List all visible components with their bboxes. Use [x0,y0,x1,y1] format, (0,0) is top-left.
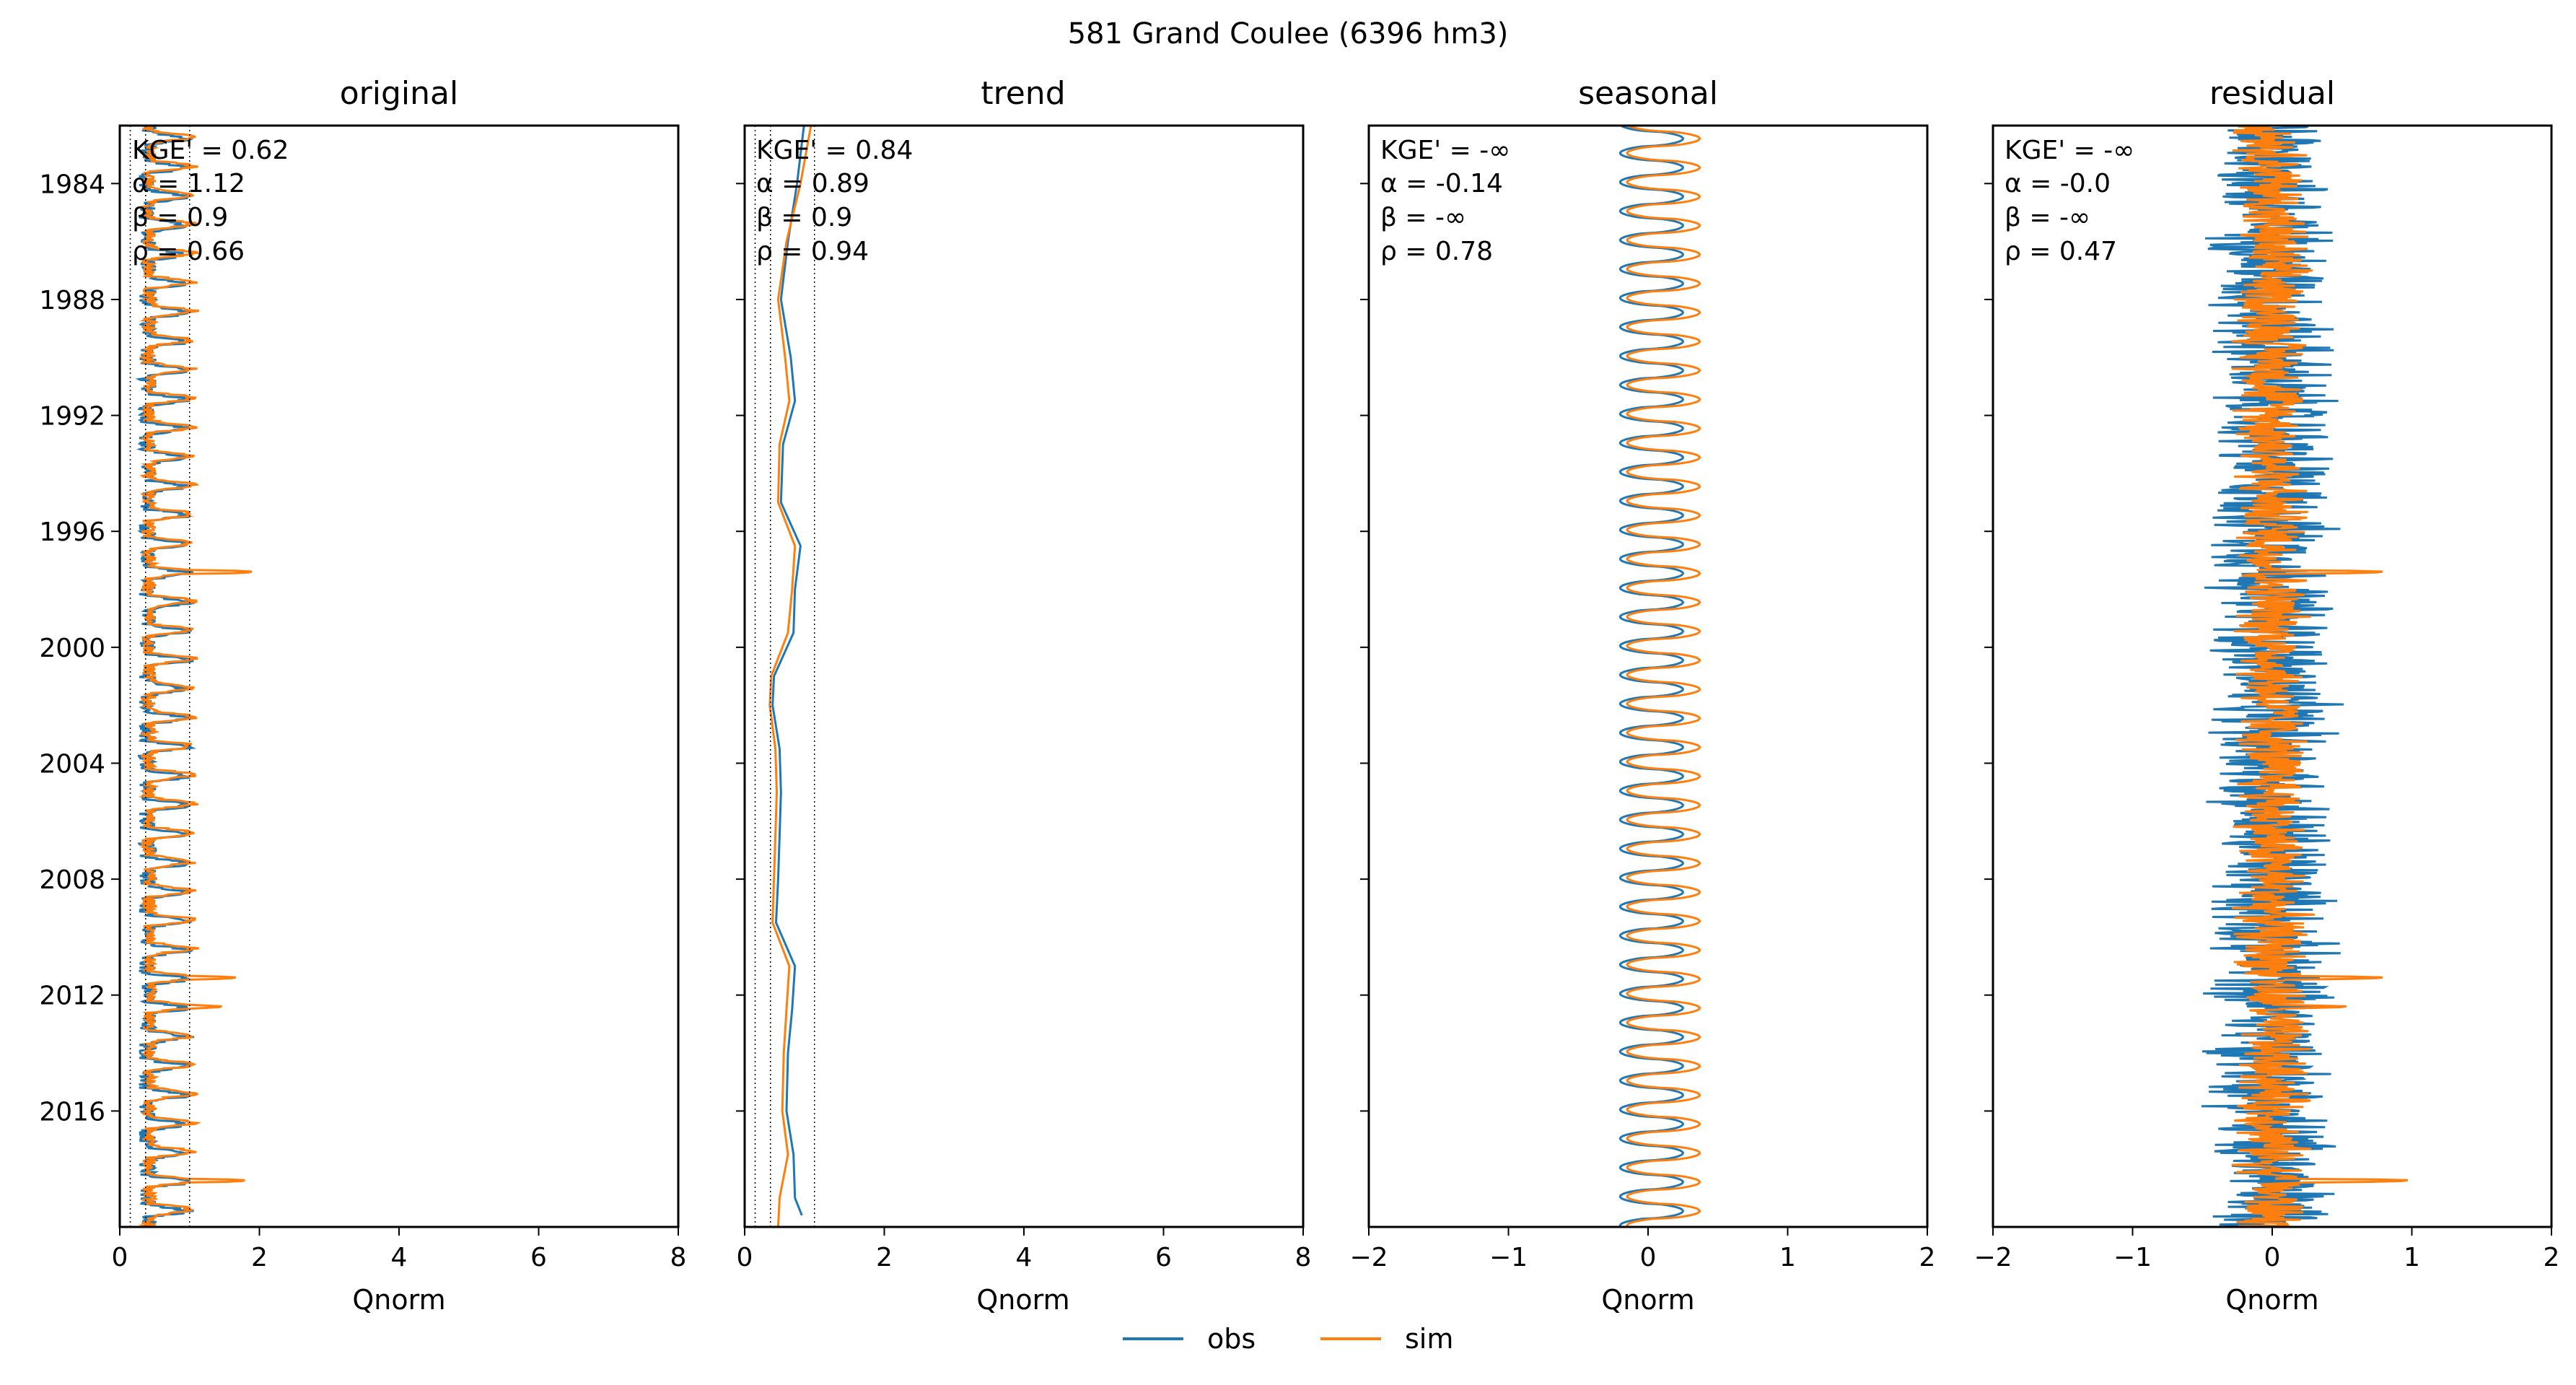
y-tick-label: 2004 [39,749,105,779]
x-tick-label: 8 [1295,1243,1312,1272]
metric-alpha: α = 0.89 [756,169,869,198]
subplot-original: original KGE' = 0.62 α = 1.12 β = 0.9 ρ … [39,75,686,1316]
plot-lines [1618,126,1701,1227]
metrics-box: KGE' = 0.62 α = 1.12 β = 0.9 ρ = 0.66 [132,136,289,266]
x-axis-label: Qnorm [2225,1284,2318,1316]
metric-beta: β = -∞ [2005,203,2090,232]
x-tick-label: 4 [1016,1243,1033,1272]
x-tick-label: 0 [2264,1243,2281,1272]
subplot-title: seasonal [1578,75,1718,112]
x-tick-label: 2 [876,1243,893,1272]
metric-rho: ρ = 0.66 [132,237,245,266]
x-axis-label: Qnorm [1601,1284,1694,1316]
x-axis-ticks: 0 2 4 6 8 [737,1227,1312,1272]
x-tick-label: 8 [670,1243,687,1272]
x-tick-label: 0 [737,1243,753,1272]
legend-sim-label: sim [1405,1323,1453,1355]
y-tick-label: 2000 [39,634,105,663]
y-tick-label: 1992 [39,402,105,432]
metric-alpha: α = 1.12 [132,169,245,198]
suptitle: 581 Grand Coulee (6396 hm3) [1068,17,1509,51]
x-tick-label: 6 [530,1243,547,1272]
subplot-title: residual [2209,75,2335,112]
x-tick-label: −2 [1349,1243,1388,1272]
subplot-trend: trend KGE' = 0.84 α = 0.89 β = 0.9 ρ = 0… [736,75,1311,1316]
y-axis-ticks [1984,183,1993,1112]
x-tick-label: −1 [2113,1243,2152,1272]
y-tick-label: 1996 [39,517,105,547]
plot-area [2201,126,2409,1227]
y-tick-label: 1984 [39,170,105,199]
series-line-sim [768,126,812,1227]
metrics-box: KGE' = 0.84 α = 0.89 β = 0.9 ρ = 0.94 [756,136,913,266]
metric-rho: ρ = 0.47 [2005,237,2117,266]
metric-kge: KGE' = 0.62 [132,136,289,165]
x-tick-label: 0 [1640,1243,1657,1272]
x-axis-ticks: −2 −1 0 1 2 [1349,1227,1935,1272]
x-axis-label: Qnorm [976,1284,1069,1316]
y-axis-ticks [1360,183,1369,1112]
plot-area [754,126,815,1227]
y-tick-label: 2016 [39,1097,105,1127]
metric-rho: ρ = 0.78 [1380,237,1493,266]
x-tick-label: −2 [1973,1243,2012,1272]
metric-alpha: α = -0.0 [2005,169,2111,198]
plot-lines [129,126,253,1227]
x-tick-label: 6 [1155,1243,1172,1272]
x-tick-label: −1 [1489,1243,1528,1272]
x-tick-label: 4 [391,1243,408,1272]
y-axis-ticks [736,183,745,1112]
y-tick-label: 1988 [39,286,105,315]
x-axis-label: Qnorm [352,1284,445,1316]
y-axis-ticks: 1984 1988 1992 1996 2000 2004 2008 2012 2016 [39,170,120,1127]
metric-beta: β = -∞ [1380,203,1466,232]
y-tick-label: 2012 [39,982,105,1011]
legend-obs-label: obs [1207,1323,1256,1355]
x-tick-label: 2 [1919,1243,1936,1272]
subplot-seasonal: seasonal KGE' = -∞ α = -0.14 β = -∞ ρ = … [1349,75,1935,1316]
metric-kge: KGE' = -∞ [2005,136,2134,165]
series-line-sim [138,126,253,1227]
plot-lines [754,126,815,1227]
metric-kge: KGE' = -∞ [1380,136,1510,165]
subplot-residual: residual KGE' = -∞ α = -0.0 β = -∞ ρ = 0… [1973,75,2559,1316]
x-tick-label: 0 [112,1243,128,1272]
x-axis-ticks: 0 2 4 6 8 [112,1227,687,1272]
metric-beta: β = 0.9 [756,203,852,232]
x-axis-ticks: −2 −1 0 1 2 [1973,1227,2559,1272]
series-line-sim [2231,126,2409,1227]
metric-beta: β = 0.9 [132,203,228,232]
plot-area [129,126,253,1227]
series-line-obs [771,126,805,1216]
subplot-title: original [340,75,458,112]
x-tick-label: 1 [2404,1243,2420,1272]
legend: obs sim [1123,1323,1453,1355]
metrics-box: KGE' = -∞ α = -0.0 β = -∞ ρ = 0.47 [2005,136,2134,266]
x-tick-label: 1 [1779,1243,1796,1272]
metric-rho: ρ = 0.94 [756,237,869,266]
metrics-box: KGE' = -∞ α = -0.14 β = -∞ ρ = 0.78 [1380,136,1510,266]
metric-kge: KGE' = 0.84 [756,136,913,165]
metric-alpha: α = -0.14 [1380,169,1503,198]
plot-lines [2201,126,2409,1227]
plot-area [1618,126,1701,1227]
subplot-title: trend [981,75,1065,112]
y-tick-label: 2008 [39,865,105,895]
series-line-sim [1626,126,1701,1227]
x-tick-label: 2 [2544,1243,2560,1272]
x-tick-label: 2 [251,1243,268,1272]
